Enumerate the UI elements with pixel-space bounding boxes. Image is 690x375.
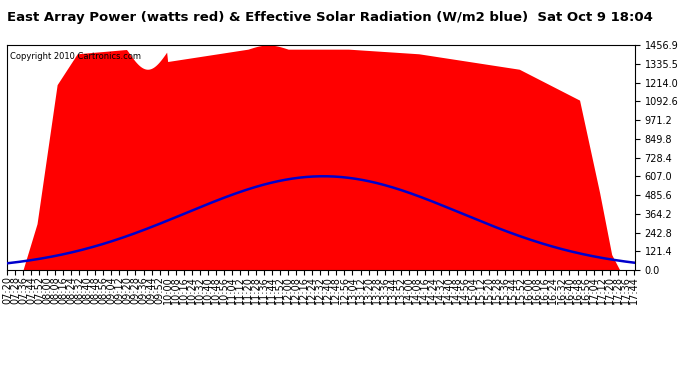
Text: Copyright 2010 Cartronics.com: Copyright 2010 Cartronics.com	[10, 52, 141, 61]
Text: East Array Power (watts red) & Effective Solar Radiation (W/m2 blue)  Sat Oct 9 : East Array Power (watts red) & Effective…	[7, 11, 653, 24]
